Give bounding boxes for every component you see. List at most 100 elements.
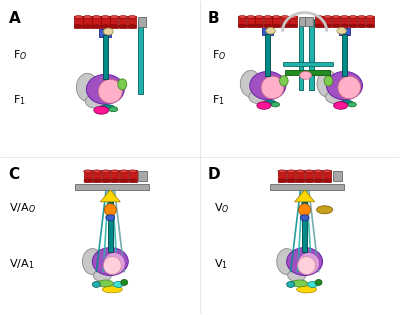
Ellipse shape	[314, 179, 322, 182]
Bar	[128, 16, 136, 28]
Ellipse shape	[287, 179, 295, 182]
Ellipse shape	[287, 248, 322, 276]
Bar	[296, 170, 304, 182]
Ellipse shape	[272, 24, 280, 27]
Ellipse shape	[109, 107, 118, 112]
Bar	[289, 16, 297, 27]
Text: V/A$_O$: V/A$_O$	[9, 201, 36, 215]
Bar	[247, 16, 255, 27]
Text: A: A	[9, 11, 20, 26]
Bar	[119, 16, 128, 28]
Bar	[270, 184, 344, 190]
Ellipse shape	[111, 170, 119, 173]
Bar	[302, 202, 307, 252]
Ellipse shape	[315, 15, 323, 18]
Bar	[305, 17, 313, 26]
Ellipse shape	[97, 280, 113, 287]
Bar	[314, 170, 322, 182]
Ellipse shape	[308, 281, 318, 287]
Ellipse shape	[257, 102, 271, 109]
Ellipse shape	[287, 170, 295, 173]
Bar	[366, 16, 374, 27]
Bar	[255, 16, 263, 27]
Ellipse shape	[101, 25, 109, 28]
Bar	[305, 170, 313, 182]
Ellipse shape	[300, 72, 312, 79]
Ellipse shape	[83, 15, 92, 19]
Ellipse shape	[76, 73, 98, 101]
Ellipse shape	[102, 179, 110, 182]
Ellipse shape	[264, 15, 272, 18]
Bar	[108, 202, 113, 252]
Ellipse shape	[119, 15, 128, 19]
Ellipse shape	[315, 279, 322, 285]
Ellipse shape	[288, 270, 306, 281]
Ellipse shape	[338, 76, 360, 99]
Ellipse shape	[82, 249, 102, 274]
Ellipse shape	[340, 15, 348, 18]
Bar	[339, 28, 350, 36]
Ellipse shape	[110, 25, 118, 28]
Text: V/A$_1$: V/A$_1$	[9, 258, 34, 272]
Ellipse shape	[238, 15, 246, 18]
Ellipse shape	[113, 281, 123, 287]
Ellipse shape	[100, 105, 114, 110]
Ellipse shape	[278, 170, 286, 173]
Ellipse shape	[111, 179, 119, 182]
Ellipse shape	[299, 204, 311, 216]
Bar	[342, 34, 347, 76]
Ellipse shape	[271, 102, 280, 107]
Ellipse shape	[264, 24, 272, 27]
Ellipse shape	[103, 28, 113, 35]
Ellipse shape	[103, 256, 121, 274]
Bar	[332, 16, 340, 27]
Ellipse shape	[277, 249, 297, 274]
Ellipse shape	[120, 179, 128, 182]
Bar	[101, 16, 110, 28]
Ellipse shape	[280, 76, 288, 86]
Ellipse shape	[128, 25, 136, 28]
Ellipse shape	[332, 24, 340, 27]
Polygon shape	[295, 190, 315, 202]
Ellipse shape	[305, 170, 313, 173]
Bar	[92, 16, 100, 28]
Ellipse shape	[240, 71, 261, 97]
Bar	[111, 170, 119, 182]
Ellipse shape	[92, 15, 100, 19]
Bar	[283, 62, 332, 66]
Ellipse shape	[281, 24, 288, 27]
Ellipse shape	[334, 102, 348, 109]
Ellipse shape	[298, 256, 316, 274]
Ellipse shape	[300, 215, 309, 221]
Ellipse shape	[110, 15, 118, 19]
Ellipse shape	[314, 170, 322, 173]
Bar	[324, 16, 332, 27]
Bar	[74, 16, 83, 28]
Ellipse shape	[93, 170, 101, 173]
Bar	[264, 16, 272, 27]
Bar	[287, 170, 295, 182]
Ellipse shape	[316, 206, 332, 214]
Ellipse shape	[326, 72, 362, 100]
Ellipse shape	[348, 102, 356, 107]
Ellipse shape	[349, 15, 357, 18]
Ellipse shape	[92, 248, 128, 276]
Bar	[93, 170, 101, 182]
Ellipse shape	[326, 90, 344, 104]
Ellipse shape	[337, 27, 346, 34]
Ellipse shape	[86, 74, 124, 104]
Bar	[128, 170, 137, 182]
Ellipse shape	[84, 179, 92, 182]
Ellipse shape	[261, 76, 284, 99]
Text: V$_O$: V$_O$	[214, 201, 230, 215]
Ellipse shape	[366, 24, 374, 27]
Ellipse shape	[281, 15, 289, 18]
Bar	[84, 170, 92, 182]
Ellipse shape	[324, 76, 333, 86]
Bar	[102, 170, 110, 182]
Bar	[278, 170, 286, 182]
Ellipse shape	[332, 15, 340, 18]
Text: F$_O$: F$_O$	[13, 49, 27, 62]
Bar	[103, 35, 108, 79]
Bar	[99, 29, 111, 37]
